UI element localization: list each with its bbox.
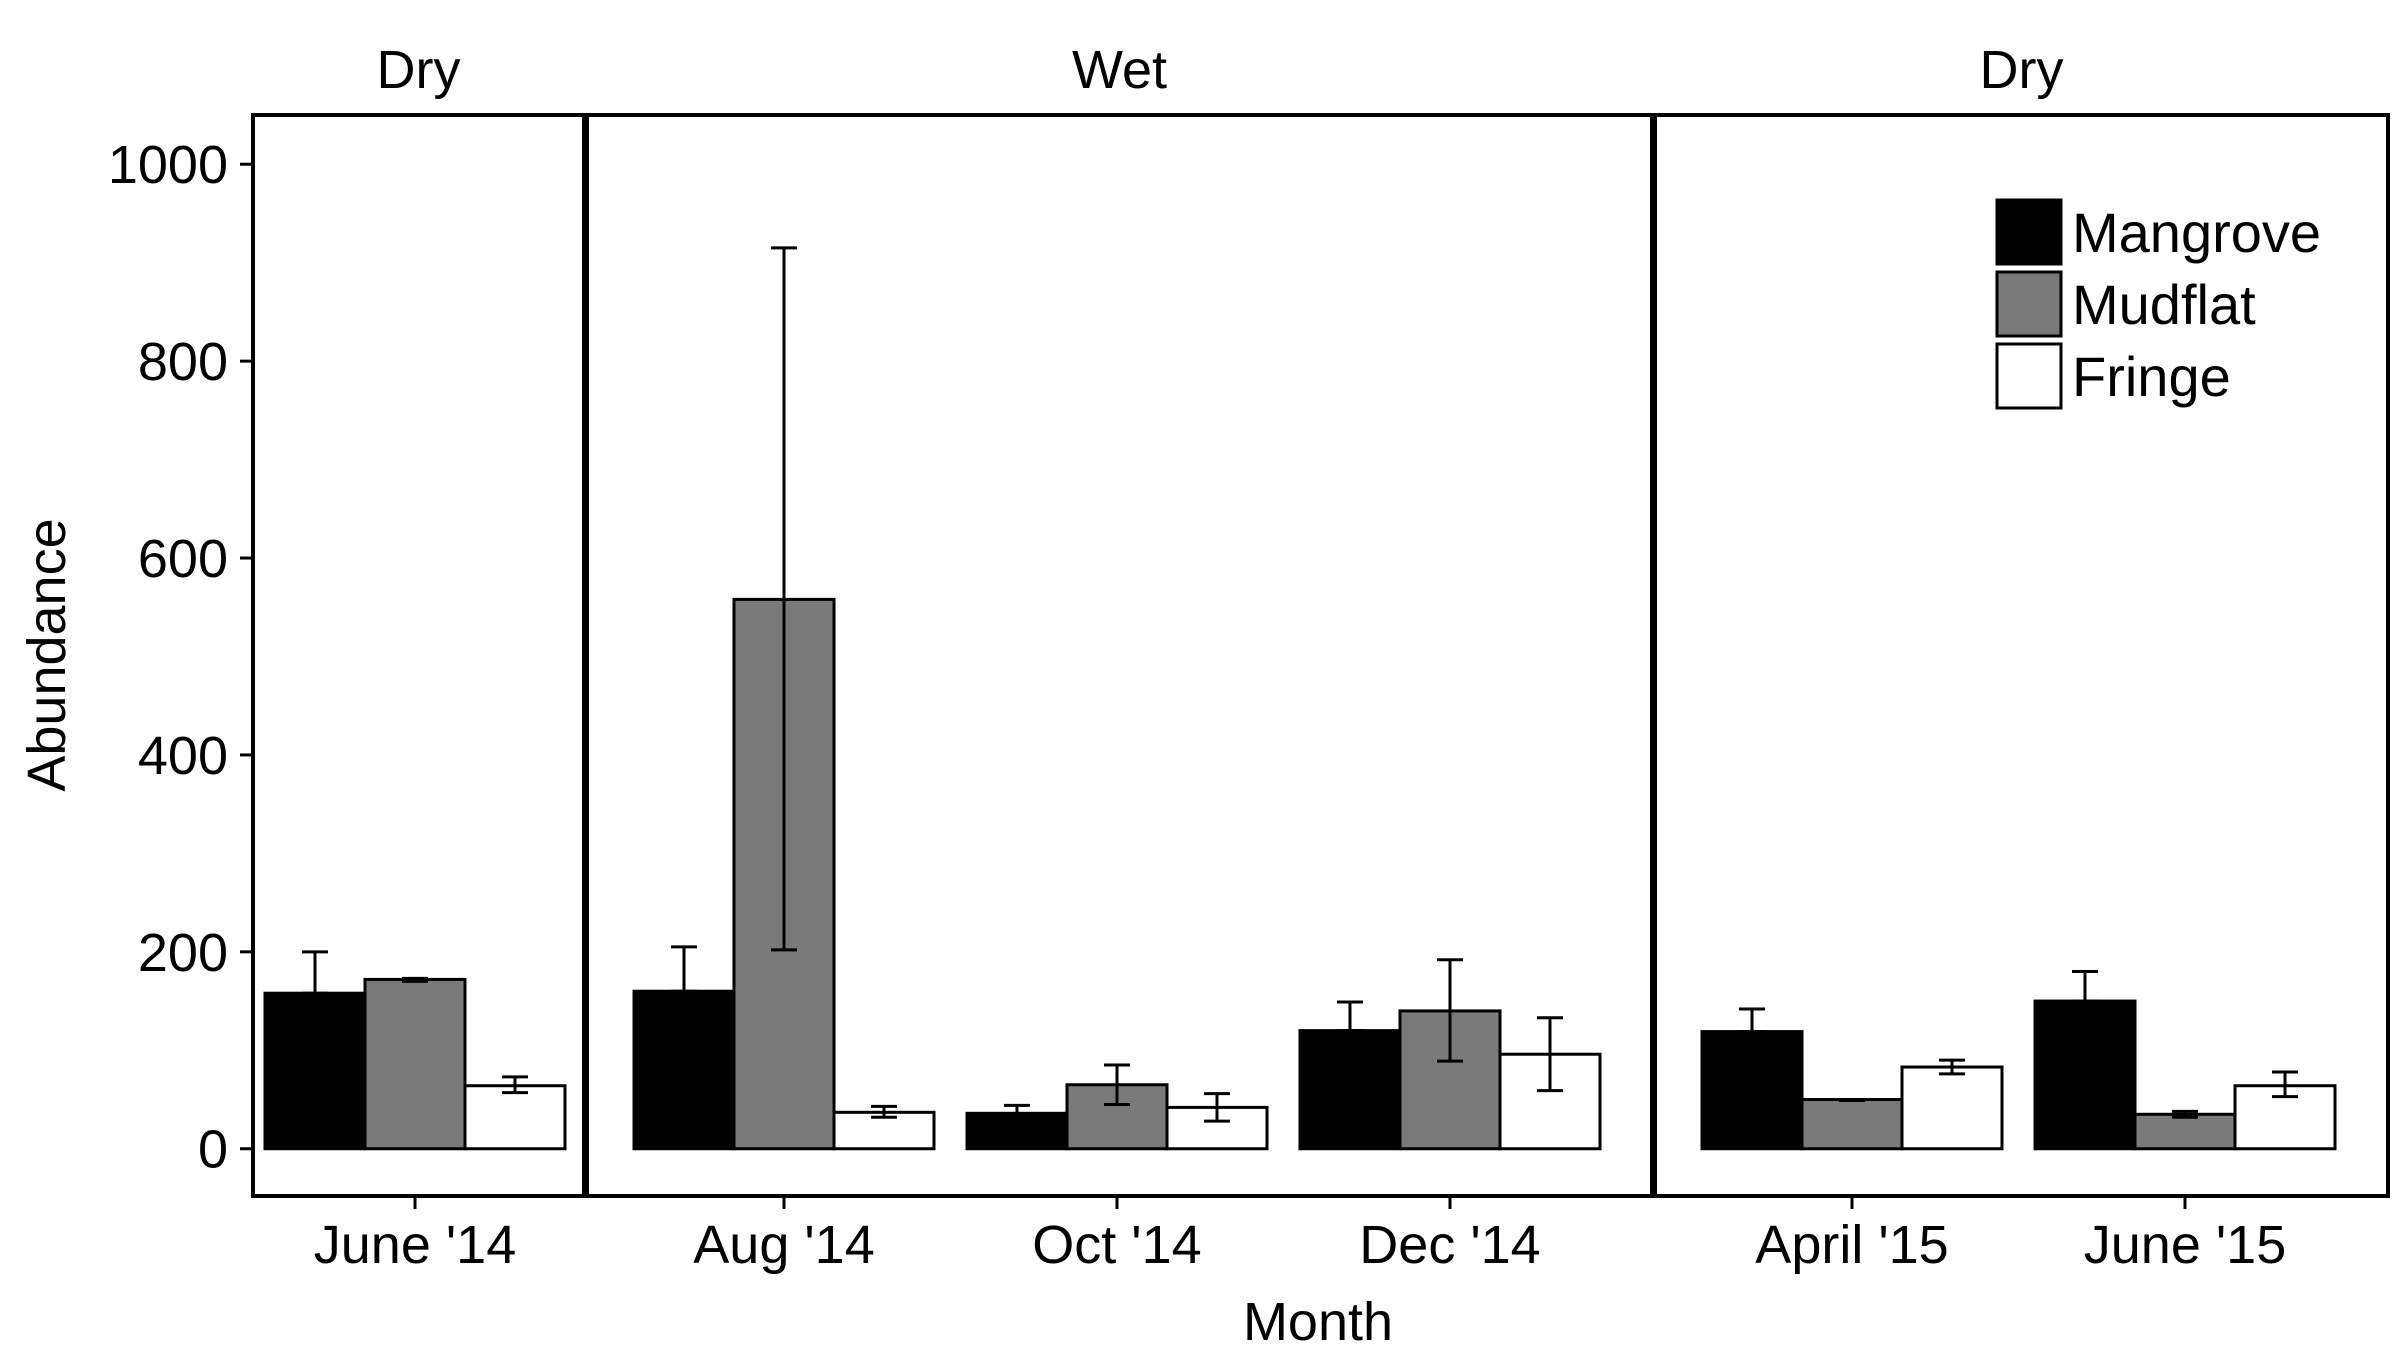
y-tick-label: 200 bbox=[138, 923, 228, 983]
bar-mangrove bbox=[1298, 1029, 1402, 1151]
bar-mudflat bbox=[1800, 1098, 1904, 1151]
panel-label: Wet bbox=[1072, 40, 1167, 100]
panel-label: Dry bbox=[377, 40, 461, 100]
y-tick-label: 600 bbox=[138, 529, 228, 589]
legend-label-fringe: Fringe bbox=[2072, 345, 2231, 408]
bar-mangrove bbox=[263, 991, 367, 1151]
x-tick-label: June '14 bbox=[314, 1215, 516, 1275]
y-tick-label: 400 bbox=[138, 726, 228, 786]
bar-mudflat bbox=[1065, 1083, 1169, 1151]
x-tick-label: Aug '14 bbox=[693, 1215, 874, 1275]
legend-label-mangrove: Mangrove bbox=[2072, 201, 2321, 264]
bar-mangrove bbox=[1700, 1030, 1804, 1151]
panel-frame bbox=[251, 113, 586, 1198]
panel-label: Dry bbox=[1980, 40, 2064, 100]
bar-mangrove bbox=[965, 1111, 1069, 1151]
x-axis-title: Month bbox=[1243, 1292, 1393, 1350]
x-tick-label: Dec '14 bbox=[1359, 1215, 1540, 1275]
y-axis-title: Abundance bbox=[17, 518, 77, 791]
legend-swatch-fringe bbox=[1995, 342, 2063, 410]
bar-mudflat bbox=[2133, 1112, 2237, 1151]
bar-mangrove bbox=[2033, 999, 2137, 1151]
y-tick-label: 800 bbox=[138, 332, 228, 392]
bar-fringe bbox=[463, 1084, 567, 1151]
bar-mangrove bbox=[632, 989, 736, 1151]
legend-swatch-mangrove bbox=[1995, 198, 2063, 266]
bar-fringe bbox=[1900, 1065, 2004, 1151]
panel-frame bbox=[1653, 113, 2390, 1198]
legend-label-mudflat: Mudflat bbox=[2072, 273, 2256, 336]
legend-swatch-mudflat bbox=[1995, 270, 2063, 338]
bar-mudflat bbox=[363, 977, 467, 1151]
x-tick-label: June '15 bbox=[2084, 1215, 2286, 1275]
y-tick-label: 0 bbox=[198, 1120, 228, 1180]
x-tick-label: Oct '14 bbox=[1032, 1215, 1201, 1275]
y-tick-label: 1000 bbox=[108, 135, 228, 195]
x-tick-label: April '15 bbox=[1755, 1215, 1948, 1275]
bar-fringe bbox=[1165, 1105, 1269, 1151]
panel-frame bbox=[585, 113, 1654, 1198]
